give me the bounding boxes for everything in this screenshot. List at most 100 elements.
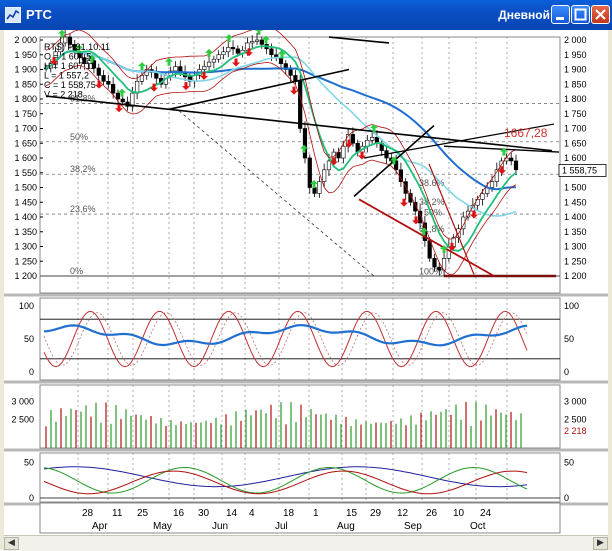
price-tick-label-right: 1 500 (564, 183, 587, 193)
candle-body (437, 266, 442, 271)
moving-average-short (45, 45, 517, 252)
candle-body (173, 66, 178, 72)
candle-body (408, 193, 413, 203)
candle-body (254, 39, 260, 42)
date-axis-month: Jun (212, 521, 228, 532)
fib-level-label: 0% (70, 266, 83, 276)
last-price-label: 1 558,75 (562, 165, 597, 175)
date-axis-day: 10 (453, 508, 465, 519)
candle-body (106, 80, 111, 85)
candle-body (230, 47, 236, 50)
date-axis-day: 24 (480, 508, 492, 519)
price-tick-label-right: 1 300 (564, 242, 587, 252)
candle-body (259, 39, 264, 45)
chart-canvas[interactable]: 2 000 2 000 1 950 1 950 1 900 1 900 1 850 1 850… (4, 26, 608, 535)
scroll-left-button[interactable]: ◀ (4, 537, 19, 550)
date-axis-day: 4 (249, 508, 255, 519)
price-tick-label-right: 1 200 (564, 271, 587, 281)
candle-body (63, 36, 68, 44)
sell-signal-arrow (232, 58, 240, 67)
buy-signal-arrow (165, 57, 173, 66)
candle-body (206, 61, 212, 67)
osc1-panel (39, 297, 561, 381)
sell-signal-arrow (358, 151, 366, 160)
candle-body (202, 66, 207, 70)
maximize-button[interactable] (571, 5, 590, 24)
date-axis (39, 502, 561, 534)
date-axis-month: Oct (470, 521, 486, 532)
candle-body (451, 237, 456, 247)
fib-right-label: 38,2% (419, 197, 445, 207)
candle-body (461, 216, 466, 230)
trendline-long (45, 95, 553, 152)
candle-body (302, 128, 308, 159)
candle-body (489, 181, 495, 188)
osc1-tick-right: 0 (564, 367, 569, 377)
buy-signal-arrow (310, 180, 318, 189)
candle-body (427, 240, 432, 259)
trendline-channel (168, 68, 350, 111)
fib-level-label: 61,8% (70, 93, 96, 103)
bollinger-upper (45, 26, 517, 240)
date-axis-month: Jul (275, 521, 288, 532)
candle-body (278, 57, 284, 64)
buy-signal-arrow (262, 35, 270, 44)
sell-signal-arrow (448, 242, 456, 251)
candle-body (494, 169, 499, 182)
osc3-tick-left: 50 (24, 458, 34, 468)
scroll-right-button[interactable]: ▶ (593, 537, 608, 550)
candle-body (96, 67, 101, 76)
buy-signal-arrow (500, 147, 508, 156)
date-axis-day: 28 (82, 508, 94, 519)
date-axis-month: Sep (404, 521, 422, 532)
sell-signal-arrow (150, 83, 158, 92)
volume-tick-right: 2 500 (564, 414, 587, 424)
candle-body (221, 51, 226, 56)
minimize-button[interactable] (551, 5, 570, 24)
close-button[interactable] (591, 5, 610, 24)
price-tick-label-left: 1 500 (14, 183, 37, 193)
price-tick-label-right: 1 750 (564, 109, 587, 119)
fib-right-label: 100% (419, 267, 442, 277)
date-axis-day: 26 (426, 508, 438, 519)
osc3-minus-di-line (43, 470, 528, 495)
candle-body (101, 75, 106, 82)
candle-body (43, 67, 49, 70)
sell-signal-arrow (498, 166, 506, 175)
candle-body (187, 76, 192, 82)
buy-signal-arrow (300, 144, 308, 153)
osc3-tick-left: 0 (29, 493, 34, 503)
osc3-panel (39, 452, 561, 503)
price-tick-label-right: 1 800 (564, 94, 587, 104)
price-tick-label-left: 1 250 (14, 256, 37, 266)
trendline-dashed (178, 110, 375, 277)
osc1-tick-right: 50 (564, 334, 574, 344)
price-tick-label-right: 1 950 (564, 50, 587, 60)
close-icon (595, 9, 606, 20)
sell-signal-arrow (95, 80, 103, 89)
price-tick-label-left: 1 400 (14, 212, 37, 222)
trendline-horizontal (443, 145, 560, 153)
date-axis-month: May (153, 521, 172, 532)
candle-body (341, 145, 346, 159)
info-box-line: O = 1 604,5 (44, 52, 91, 62)
price-tick-label-left: 1 800 (14, 94, 37, 104)
chart-area[interactable]: 2 000 2 000 1 950 1 950 1 900 1 900 1 850 1 850… (4, 26, 608, 535)
horizontal-scrollbar[interactable]: ◀ ▶ (4, 535, 608, 551)
title-bar[interactable]: РТС Дневной (0, 0, 612, 30)
fib-fan-red-2 (428, 163, 475, 275)
candle-body (130, 92, 135, 107)
osc3-plus-di-line (43, 466, 528, 494)
osc1-fast-line (43, 310, 528, 368)
price-tick-label-right: 1 250 (564, 256, 587, 266)
buy-signal-arrow (370, 124, 378, 133)
timeframe-label[interactable]: Дневной (498, 8, 550, 22)
sell-signal-arrow (245, 48, 253, 57)
fib-level-label: 23,6% (70, 204, 96, 214)
fib-right-label: 38.6% (419, 178, 445, 188)
sell-signal-arrow (290, 86, 298, 95)
date-axis-day: 11 (112, 508, 123, 519)
minimize-icon (556, 17, 564, 20)
date-axis-day: 1 (313, 508, 319, 519)
